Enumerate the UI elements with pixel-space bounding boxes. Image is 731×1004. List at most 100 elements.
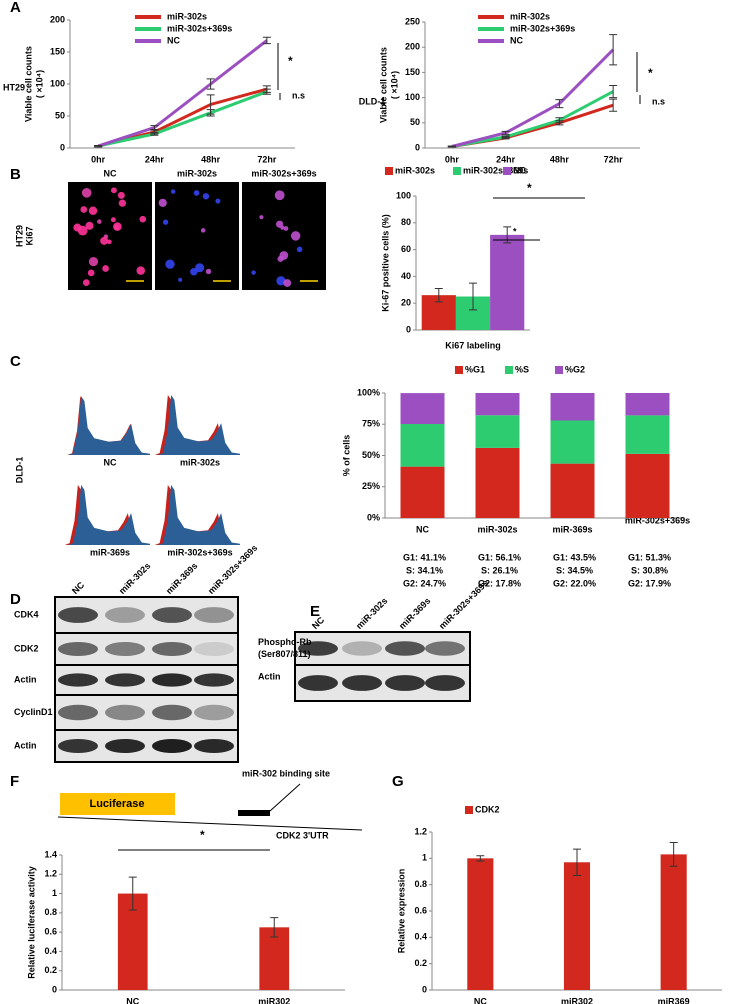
blot-band: [194, 673, 234, 687]
image-label: miR-302s+369s: [251, 168, 316, 178]
y-axis-label: Viable cell counts: [378, 47, 388, 123]
bar-segment: [625, 415, 670, 454]
legend-label: NC: [510, 35, 523, 45]
blot-band: [105, 641, 145, 657]
annotation: *: [513, 226, 517, 236]
error-bar: [609, 98, 618, 112]
row-label: (Ser807/811): [258, 649, 311, 659]
nucleus: [158, 198, 167, 207]
nucleus: [283, 226, 289, 231]
image-label: miR-302s: [177, 168, 217, 178]
bar: [490, 234, 525, 330]
legend-swatch: [385, 167, 393, 175]
y-tick-label: 0.6: [414, 905, 427, 915]
construct-site: miR-302 binding site: [242, 768, 330, 778]
nucleus: [73, 223, 82, 232]
legend-label: miR-302s: [510, 11, 550, 21]
error-bar: [150, 132, 159, 136]
value-label: G2: 17.8%: [478, 578, 521, 588]
error-bar: [270, 917, 279, 938]
bar-segment: [400, 424, 445, 467]
y-tick-label: 50: [410, 117, 420, 127]
row-label: DLD-1: [14, 457, 24, 484]
value-label: G2: 24.7%: [403, 578, 446, 588]
nucleus: [276, 220, 284, 228]
error-bar-path: [128, 876, 137, 911]
error-bar-path: [94, 144, 103, 148]
y-tick-label: 50: [55, 110, 65, 120]
legend-swatch: [453, 167, 461, 175]
value-label: S: 26.1%: [481, 565, 518, 575]
row-label: Ki67: [24, 226, 34, 245]
blot-band: [58, 704, 98, 721]
error-bar-path: [262, 36, 271, 45]
annotation: *: [200, 828, 205, 842]
y-tick-label: 0.2: [414, 958, 427, 968]
panel-label: C: [10, 353, 21, 370]
nucleus: [162, 219, 169, 225]
blot-band: [152, 641, 192, 657]
y-tick-label: 150: [405, 67, 420, 77]
nucleus: [283, 279, 292, 287]
blot-band: [58, 607, 98, 623]
blot-band: [342, 675, 382, 691]
y-tick-label: 0.4: [44, 946, 57, 956]
y-tick-label: 150: [50, 46, 65, 56]
histogram: [68, 485, 150, 545]
blot-band: [194, 704, 234, 721]
nucleus: [88, 206, 98, 215]
construct-utr: CDK2 3'UTR: [276, 830, 329, 840]
y-tick-label: 0.2: [44, 965, 57, 975]
y-tick-label: 50%: [362, 450, 380, 460]
error-bar: [150, 125, 159, 130]
row-label: Actin: [258, 671, 281, 681]
error-bar-path: [150, 125, 159, 130]
x-tick-label: NC: [474, 996, 487, 1004]
nucleus: [110, 187, 117, 194]
annotation: *: [288, 54, 293, 68]
x-tick-label: 72hr: [604, 154, 624, 164]
legend-swatch: [505, 366, 513, 374]
luciferase-box: [60, 793, 175, 815]
error-bar-path: [573, 848, 581, 876]
panel-label: G: [392, 773, 404, 790]
y-tick-label: 0: [52, 984, 57, 994]
error-bar: [206, 109, 215, 117]
nucleus: [139, 215, 147, 223]
error-bar: [262, 36, 271, 45]
row-label: HT29: [3, 82, 25, 92]
value-label: G1: 56.1%: [478, 552, 521, 562]
blot-band: [152, 607, 192, 623]
y-tick-label: 1: [52, 888, 57, 898]
row-label: DLD-1: [359, 96, 386, 106]
bar-segment: [400, 393, 445, 424]
x-tick-label: 72hr: [257, 154, 277, 164]
x-tick-label: miR369: [658, 996, 690, 1004]
row-label: Phospho-Rb: [258, 637, 312, 647]
bar-segment: [550, 393, 595, 421]
error-bar: [262, 88, 271, 95]
error-bar-path: [609, 98, 618, 112]
panel-label: D: [10, 591, 21, 608]
bar-segment: [475, 393, 520, 416]
legend-label: miR-302s: [395, 165, 435, 175]
y-tick-label: 20: [401, 298, 411, 308]
legend-label: %S: [515, 364, 529, 374]
value-label: G2: 17.9%: [628, 578, 671, 588]
y-tick-label: 250: [405, 16, 420, 26]
lane-label: miR-302s: [117, 561, 152, 596]
bar-segment: [475, 415, 520, 448]
error-bar-path: [469, 282, 477, 311]
error-bar: [476, 855, 485, 862]
y-tick-label: 0: [406, 324, 411, 334]
annotation: *: [527, 181, 532, 195]
legend-label: miR-302s+369s: [510, 23, 575, 33]
nucleus: [88, 257, 99, 267]
nucleus: [193, 190, 200, 196]
histogram-label: miR-369s: [90, 547, 130, 557]
nucleus: [195, 263, 205, 273]
y-tick-label: 200: [405, 42, 420, 52]
histogram: [158, 485, 240, 545]
error-bar: [469, 282, 477, 311]
blot-band: [58, 673, 98, 687]
